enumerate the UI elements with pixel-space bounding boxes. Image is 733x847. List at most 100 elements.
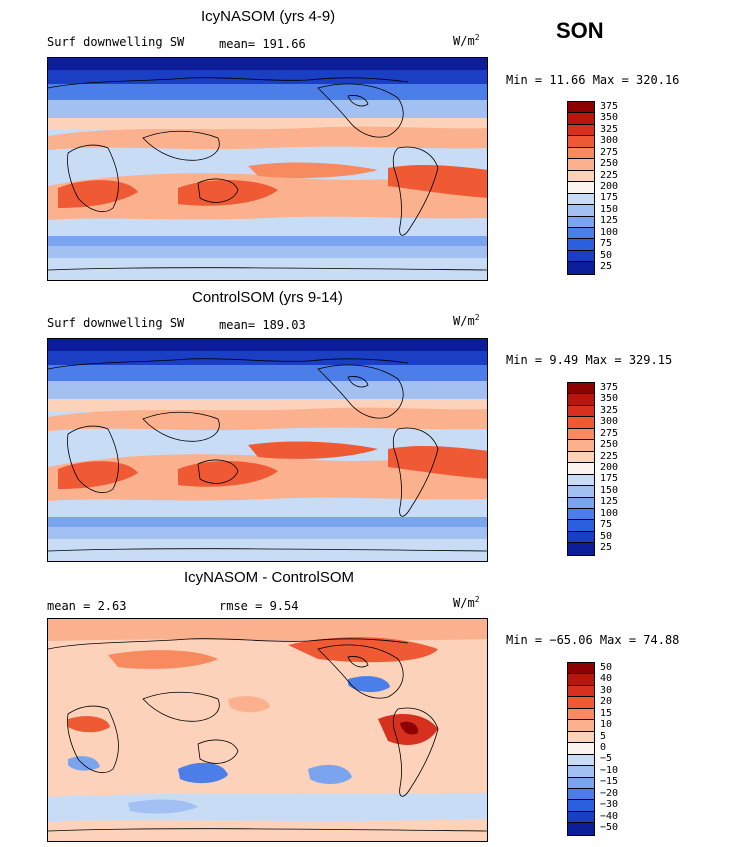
colorbar-swatch [568,193,594,206]
colorbar-swatch [568,383,594,395]
colorbar-swatch [568,227,594,240]
panel-1-variable-label: Surf downwelling SW [47,35,185,49]
panel-2-mean-label: mean= 189.03 [219,318,306,332]
colorbar-swatch [568,102,594,114]
colorbar-swatch [568,440,594,452]
colorbar-swatch [568,239,594,251]
colorbar-tick-label: −5 [600,753,613,765]
panel-3-units: W/m2 [453,595,480,610]
colorbar-swatch [568,731,594,744]
panel-1-map [47,57,488,281]
colorbar-swatch [568,697,594,709]
colorbar-swatch [568,520,594,532]
colorbar-tick-label: 375 [600,100,619,112]
colorbar-swatch [568,216,594,228]
colorbar-tick-label: 30 [600,684,613,696]
colorbar-swatch [568,124,594,137]
colorbar-swatch [568,262,594,274]
colorbar-tick-label: 250 [600,158,619,170]
colorbar-swatch [568,766,594,778]
panel-1-units: W/m2 [453,33,480,48]
colorbar-tick-label: 100 [600,507,619,519]
colorbar-tick-label: 350 [600,112,619,124]
colorbar-tick-label: −20 [600,787,619,799]
colorbar-tick-label: 300 [600,416,619,428]
panel-2-variable-label: Surf downwelling SW [47,316,185,330]
colorbar-tick-label: 75 [600,519,613,531]
colorbar-tick-label: 5 [600,730,607,742]
colorbar-swatch [568,685,594,698]
season-label: SON [556,18,604,43]
colorbar-tick-label: 200 [600,462,619,473]
colorbar-tick-label: 175 [600,473,619,485]
colorbar-swatch [568,754,594,767]
panel-1-colorbar [567,101,595,275]
colorbar-swatch [568,205,594,217]
panel-2-map [47,338,488,562]
panel-2-map-svg [48,339,487,561]
colorbar-swatch [568,823,594,835]
colorbar-swatch [568,777,594,789]
colorbar-swatch [568,405,594,418]
colorbar-tick-label: 325 [600,123,619,135]
colorbar-swatch [568,250,594,263]
colorbar-swatch [568,788,594,801]
panel-1-title: IcyNASOM (yrs 4-9) [201,8,336,25]
colorbar-swatch [568,463,594,475]
colorbar-swatch [568,474,594,487]
colorbar-tick-label: 20 [600,696,613,708]
colorbar-tick-label: 10 [600,719,613,731]
colorbar-swatch [568,531,594,544]
colorbar-tick-label: −15 [600,776,619,788]
colorbar-swatch [568,743,594,755]
colorbar-swatch [568,663,594,675]
colorbar-swatch [568,508,594,521]
panel-1-mean-label: mean= 191.66 [219,37,306,51]
colorbar-tick-label: 40 [600,673,613,685]
panel-3-rmse-label: rmse = 9.54 [219,599,299,613]
colorbar-tick-label: 50 [600,249,613,261]
colorbar-tick-label: 200 [600,181,619,192]
colorbar-tick-label: 300 [600,135,619,147]
colorbar-swatch [568,136,594,148]
colorbar-tick-label: 100 [600,226,619,238]
colorbar-tick-label: 15 [600,707,613,719]
colorbar-tick-label: 225 [600,169,619,181]
colorbar-tick-label: 375 [600,381,619,393]
colorbar-tick-label: 25 [600,261,613,273]
colorbar-swatch [568,811,594,824]
colorbar-swatch [568,182,594,194]
colorbar-swatch [568,170,594,183]
colorbar-tick-label: 50 [600,661,613,673]
colorbar-swatch [568,486,594,498]
panel-3-map [47,618,488,842]
panel-1-map-svg [48,58,487,280]
colorbar-tick-label: 275 [600,427,619,439]
colorbar-tick-label: −30 [600,799,619,811]
colorbar-swatch [568,720,594,732]
colorbar-tick-label: 350 [600,393,619,405]
panel-2-title: ControlSOM (yrs 9-14) [192,289,343,306]
colorbar-swatch [568,674,594,686]
colorbar-swatch [568,113,594,125]
colorbar-swatch [568,543,594,555]
panel-1-minmax: Min = 11.66 Max = 320.16 [506,73,680,87]
colorbar-tick-label: 150 [600,203,619,215]
colorbar-tick-label: 175 [600,192,619,204]
colorbar-swatch [568,159,594,171]
panel-2-units: W/m2 [453,313,480,328]
panel-3-colorbar [567,662,595,836]
colorbar-tick-label: −50 [600,822,619,834]
colorbar-swatch [568,428,594,441]
colorbar-swatch [568,451,594,464]
colorbar-tick-label: −10 [600,764,619,776]
colorbar-swatch [568,147,594,160]
colorbar-swatch [568,394,594,406]
colorbar-tick-label: 75 [600,238,613,250]
colorbar-swatch [568,497,594,509]
colorbar-tick-label: 225 [600,450,619,462]
panel-2-minmax: Min = 9.49 Max = 329.15 [506,353,673,367]
colorbar-tick-label: 125 [600,496,619,508]
panel-3-map-svg [48,619,487,841]
panel-3-title: IcyNASOM - ControlSOM [184,569,355,586]
